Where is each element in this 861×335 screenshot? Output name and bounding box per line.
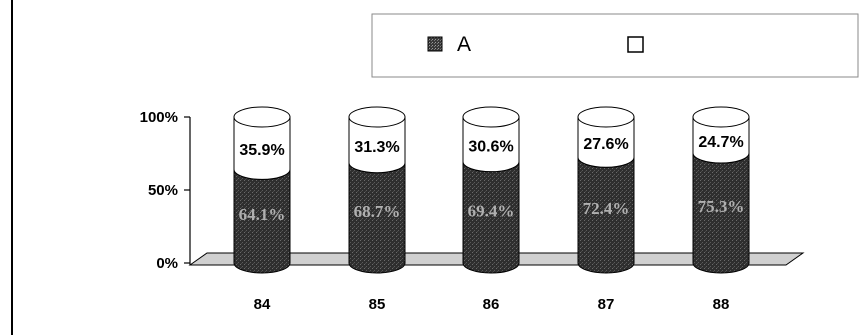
data-label-b: 30.6% (468, 138, 513, 155)
cylinder-top-cap (577, 106, 635, 128)
legend-label-a: A (457, 33, 471, 56)
bar-segment-b (577, 116, 635, 168)
x-tick-label: 87 (598, 296, 615, 313)
y-tick-label: 0% (156, 255, 178, 272)
x-tick-label: 86 (483, 296, 500, 313)
data-label-a: 69.4% (468, 201, 515, 220)
cylinder-85: 31.3% 68.7% (348, 106, 406, 274)
cylinders: 35.9% 64.1% 31.3% 68.7% 30.6% 69.4% 27.6% 72.4%… (233, 106, 750, 274)
x-tick-label: 84 (254, 296, 271, 313)
cylinder-86: 30.6% 69.4% (462, 106, 520, 274)
cylinder-84: 35.9% 64.1% (233, 106, 291, 274)
cylinder-88: 24.7% 75.3% (692, 106, 750, 274)
bar-segment-b (233, 116, 291, 180)
data-label-a: 68.7% (354, 202, 401, 221)
legend-swatch-b (627, 36, 644, 53)
left-border-line (11, 0, 13, 335)
data-label-b: 35.9% (239, 142, 284, 159)
legend: A (371, 13, 859, 78)
data-label-a: 75.3% (698, 197, 745, 216)
bar-segment-b (348, 116, 406, 174)
legend-frame (371, 13, 859, 78)
y-tick-label: 50% (148, 182, 178, 199)
cylinder-87: 27.6% 72.4% (577, 106, 635, 274)
y-ticks: 0% 50% 100% (140, 109, 190, 272)
x-labels: 84 85 86 87 88 (254, 296, 730, 313)
bar-segment-b (462, 116, 520, 173)
bar-segment-b (692, 116, 750, 164)
data-label-b: 24.7% (698, 134, 743, 151)
legend-swatch-a (427, 36, 443, 52)
y-tick-label: 100% (140, 109, 178, 126)
data-label-b: 27.6% (583, 136, 628, 153)
cylinder-top-cap (348, 106, 406, 128)
x-tick-label: 85 (369, 296, 386, 313)
x-tick-label: 88 (713, 296, 730, 313)
cylinder-top-cap (233, 106, 291, 128)
data-label-a: 72.4% (583, 199, 630, 218)
cylinder-top-cap (692, 106, 750, 128)
data-label-a: 64.1% (239, 205, 286, 224)
data-label-b: 31.3% (354, 139, 399, 156)
cylinder-top-cap (462, 106, 520, 128)
